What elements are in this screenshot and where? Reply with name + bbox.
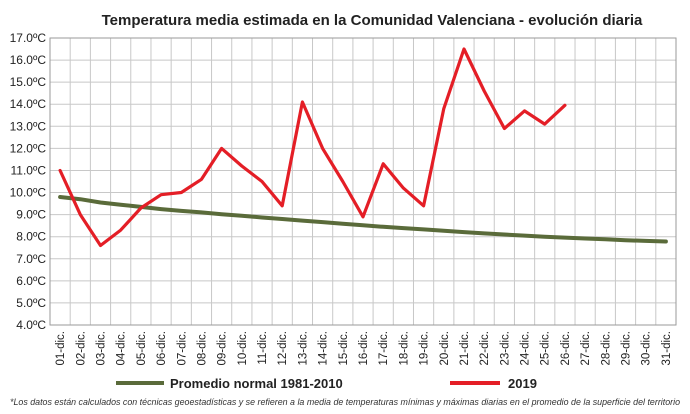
x-tick-label: 18-dic.	[398, 331, 410, 366]
x-tick-label: 22-dic.	[479, 331, 491, 366]
x-tick-label: 19-dic.	[419, 331, 431, 366]
x-tick-label: 14-dic.	[318, 331, 330, 366]
x-tick-label: 06-dic.	[156, 331, 168, 366]
series-lines	[58, 47, 668, 248]
x-tick-label: 28-dic.	[600, 331, 612, 366]
x-axis-ticks: 01-dic. 02-dic. 03-dic. 04-dic. 05-dic. 06-di…	[55, 331, 673, 366]
plot-area	[49, 37, 677, 326]
y-tick-label: 17.0ºC	[10, 31, 47, 45]
legend-label-normal: Promedio normal 1981-2010	[170, 376, 343, 391]
x-tick-label: 01-dic.	[55, 331, 67, 366]
x-tick-label: 13-dic.	[297, 331, 309, 366]
x-tick-label: 27-dic.	[580, 331, 592, 366]
x-tick-label: 10-dic.	[237, 331, 249, 366]
x-tick-label: 15-dic.	[338, 331, 350, 366]
x-tick-label: 05-dic.	[136, 331, 148, 366]
y-tick-label: 10.0ºC	[10, 186, 47, 200]
y-tick-label: 8.0ºC	[16, 230, 46, 244]
x-tick-label: 11-dic.	[257, 331, 269, 365]
x-tick-label: 31-dic.	[661, 331, 673, 366]
x-tick-label: 30-dic.	[641, 331, 653, 366]
x-tick-label: 20-dic.	[439, 331, 451, 366]
x-tick-label: 04-dic.	[116, 331, 128, 366]
y-tick-label: 4.0ºC	[16, 318, 46, 332]
x-tick-label: 08-dic.	[196, 331, 208, 366]
x-tick-label: 03-dic.	[95, 331, 107, 366]
x-tick-label: 12-dic.	[277, 331, 289, 366]
x-tick-label: 29-dic.	[621, 331, 633, 366]
series-line-2019	[58, 47, 567, 248]
chart-title: Temperatura media estimada en la Comunid…	[102, 12, 643, 29]
footnote: *Los datos están calculados con técnicas…	[10, 397, 680, 408]
y-tick-label: 6.0ºC	[16, 274, 46, 288]
x-tick-label: 24-dic.	[520, 331, 532, 366]
x-tick-label: 21-dic.	[459, 331, 471, 366]
x-tick-label: 02-dic.	[75, 331, 87, 366]
x-tick-label: 26-dic.	[560, 331, 572, 366]
x-tick-label: 07-dic.	[176, 331, 188, 366]
x-tick-label: 17-dic.	[378, 331, 390, 366]
y-tick-label: 12.0ºC	[10, 141, 47, 155]
y-tick-label: 5.0ºC	[16, 296, 46, 310]
y-tick-label: 15.0ºC	[10, 75, 47, 89]
y-tick-label: 16.0ºC	[10, 53, 47, 67]
grid-lines	[50, 37, 676, 326]
legend: Promedio normal 1981-2010 2019	[116, 376, 537, 391]
y-tick-label: 13.0ºC	[10, 119, 47, 133]
series-line-normal	[58, 195, 668, 244]
y-tick-label: 9.0ºC	[16, 208, 46, 222]
x-tick-label: 25-dic.	[540, 331, 552, 366]
y-axis-ticks: 4.0ºC 5.0ºC 6.0ºC 7.0ºC 8.0ºC 9.0ºC 10.0ºC 11.0…	[10, 31, 47, 332]
y-tick-label: 7.0ºC	[16, 252, 46, 266]
legend-label-2019: 2019	[508, 376, 537, 391]
y-tick-label: 14.0ºC	[10, 97, 47, 111]
y-tick-label: 11.0ºC	[10, 163, 46, 177]
x-tick-label: 09-dic.	[217, 331, 229, 366]
x-tick-label: 23-dic.	[499, 331, 511, 366]
x-tick-label: 16-dic.	[358, 331, 370, 366]
